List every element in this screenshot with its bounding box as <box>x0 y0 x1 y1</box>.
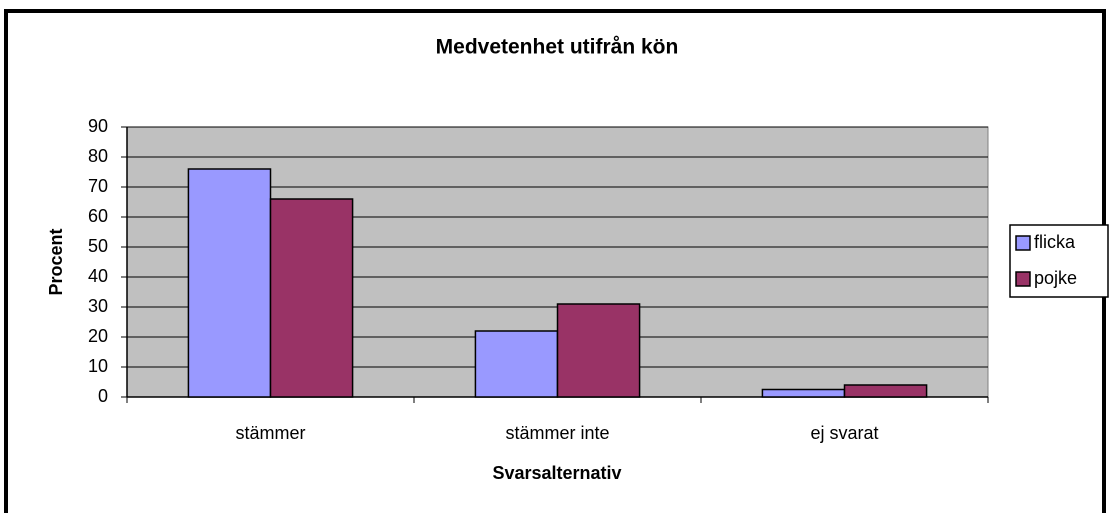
chart-title: Medvetenhet utifrån kön <box>436 36 679 59</box>
y-axis-label: Procent <box>46 228 66 295</box>
y-tick-label: 10 <box>88 356 108 376</box>
legend-label: flicka <box>1034 232 1076 252</box>
y-tick-label: 40 <box>88 266 108 286</box>
x-tick-label: stämmer inte <box>505 423 609 443</box>
legend-swatch <box>1015 235 1031 251</box>
bar <box>269 198 354 398</box>
y-tick-label: 70 <box>88 176 108 196</box>
bar <box>474 330 559 398</box>
bar <box>843 384 928 398</box>
x-tick-label: ej svarat <box>810 423 878 443</box>
y-tick-label: 30 <box>88 296 108 316</box>
y-tick-label: 60 <box>88 206 108 226</box>
y-tick-label: 50 <box>88 236 108 256</box>
y-tick-label: 0 <box>98 386 108 406</box>
legend-swatch <box>1015 271 1031 287</box>
bar <box>556 303 641 398</box>
x-axis-label: Svarsalternativ <box>492 463 621 483</box>
y-tick-label: 20 <box>88 326 108 346</box>
bar <box>761 388 846 398</box>
y-tick-label: 90 <box>88 116 108 136</box>
legend-label: pojke <box>1034 268 1077 288</box>
y-tick-label: 80 <box>88 146 108 166</box>
x-tick-label: stämmer <box>235 423 305 443</box>
bar <box>187 168 272 398</box>
